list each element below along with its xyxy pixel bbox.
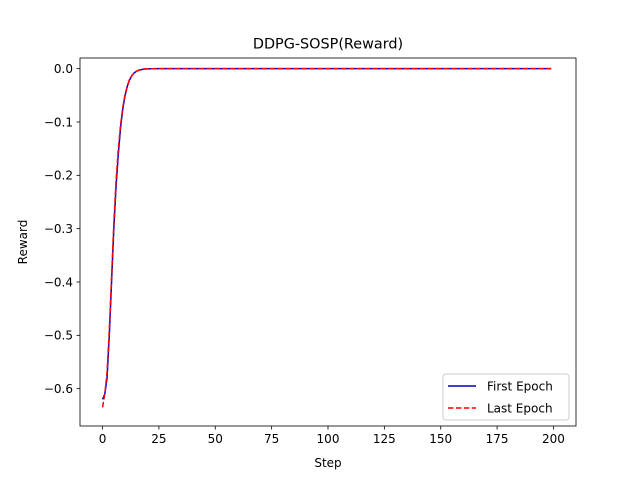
x-tick-label: 25 bbox=[151, 432, 166, 446]
x-tick-label: 150 bbox=[429, 432, 452, 446]
y-tick-label: −0.3 bbox=[44, 222, 73, 236]
y-axis-ticks: 0.0 −0.1 −0.2 −0.3 −0.4 −0.5 −0.6 bbox=[44, 62, 80, 396]
legend-label-last-epoch: Last Epoch bbox=[487, 402, 553, 416]
x-tick-label: 200 bbox=[542, 432, 565, 446]
y-tick-label: −0.4 bbox=[44, 275, 73, 289]
x-tick-label: 100 bbox=[317, 432, 340, 446]
y-tick-label: −0.6 bbox=[44, 382, 73, 396]
x-axis-label: Step bbox=[314, 456, 341, 470]
legend-label-first-epoch: First Epoch bbox=[487, 380, 553, 394]
x-tick-label: 0 bbox=[99, 432, 107, 446]
plot-area-frame bbox=[79, 57, 577, 427]
chart-title: DDPG-SOSP(Reward) bbox=[253, 37, 403, 53]
y-tick-label: −0.5 bbox=[44, 329, 73, 343]
plot-series-group bbox=[101, 67, 552, 408]
x-tick-label: 175 bbox=[486, 432, 509, 446]
series-line-first-epoch bbox=[101, 67, 552, 400]
x-tick-label: 50 bbox=[208, 432, 223, 446]
x-tick-label: 75 bbox=[264, 432, 279, 446]
series-line-last-epoch bbox=[101, 67, 552, 408]
legend: First Epoch Last Epoch bbox=[442, 373, 570, 421]
x-axis-ticks: 0 25 50 75 100 125 150 175 200 bbox=[99, 426, 565, 446]
y-tick-label: −0.1 bbox=[44, 115, 73, 129]
y-tick-label: −0.2 bbox=[44, 169, 73, 183]
y-tick-label: 0.0 bbox=[54, 62, 73, 76]
x-tick-label: 125 bbox=[373, 432, 396, 446]
y-axis-label: Reward bbox=[16, 220, 30, 265]
